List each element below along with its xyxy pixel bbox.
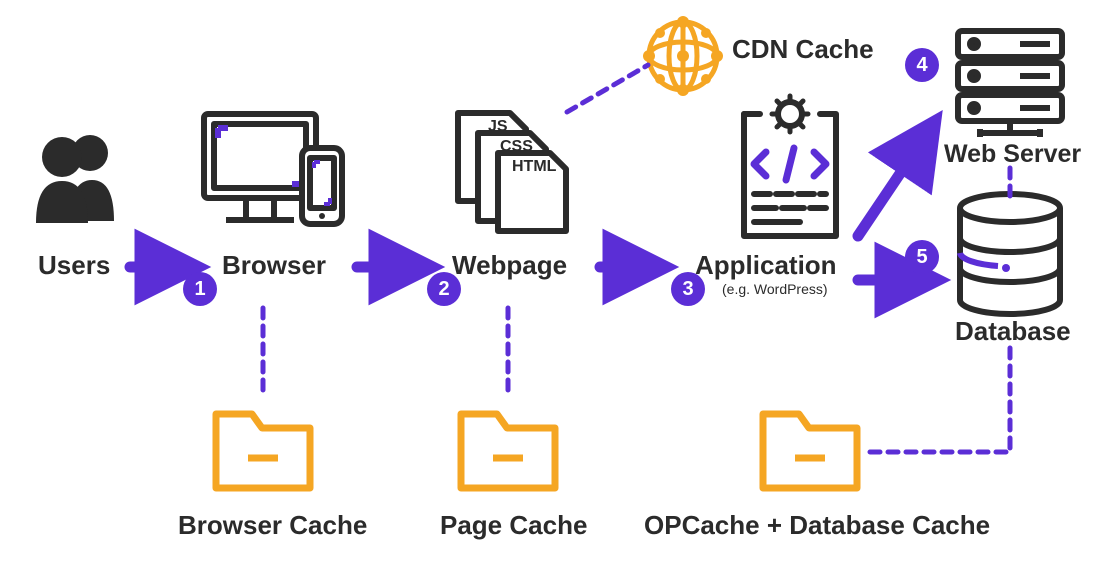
db-cache-label: OPCache + Database Cache [644,510,990,541]
page-cache-label: Page Cache [440,510,587,541]
application-label: Application [695,250,837,281]
badge-5: 5 [905,240,939,274]
browser-cache-label: Browser Cache [178,510,367,541]
badge-3: 3 [671,272,705,306]
browser-label: Browser [222,250,326,281]
application-sublabel: (e.g. WordPress) [722,281,828,297]
webpage-label: Webpage [452,250,567,281]
dashed-connectors [0,0,1110,578]
users-label: Users [38,250,110,281]
badge-4: 4 [905,48,939,82]
database-label: Database [955,316,1071,347]
dash-webpage-cdn [567,65,648,112]
dash-database-cache [870,348,1010,452]
badge-1: 1 [183,272,217,306]
webserver-label: Web Server [944,140,1081,169]
cdn-label: CDN Cache [732,34,874,65]
badge-2: 2 [427,272,461,306]
